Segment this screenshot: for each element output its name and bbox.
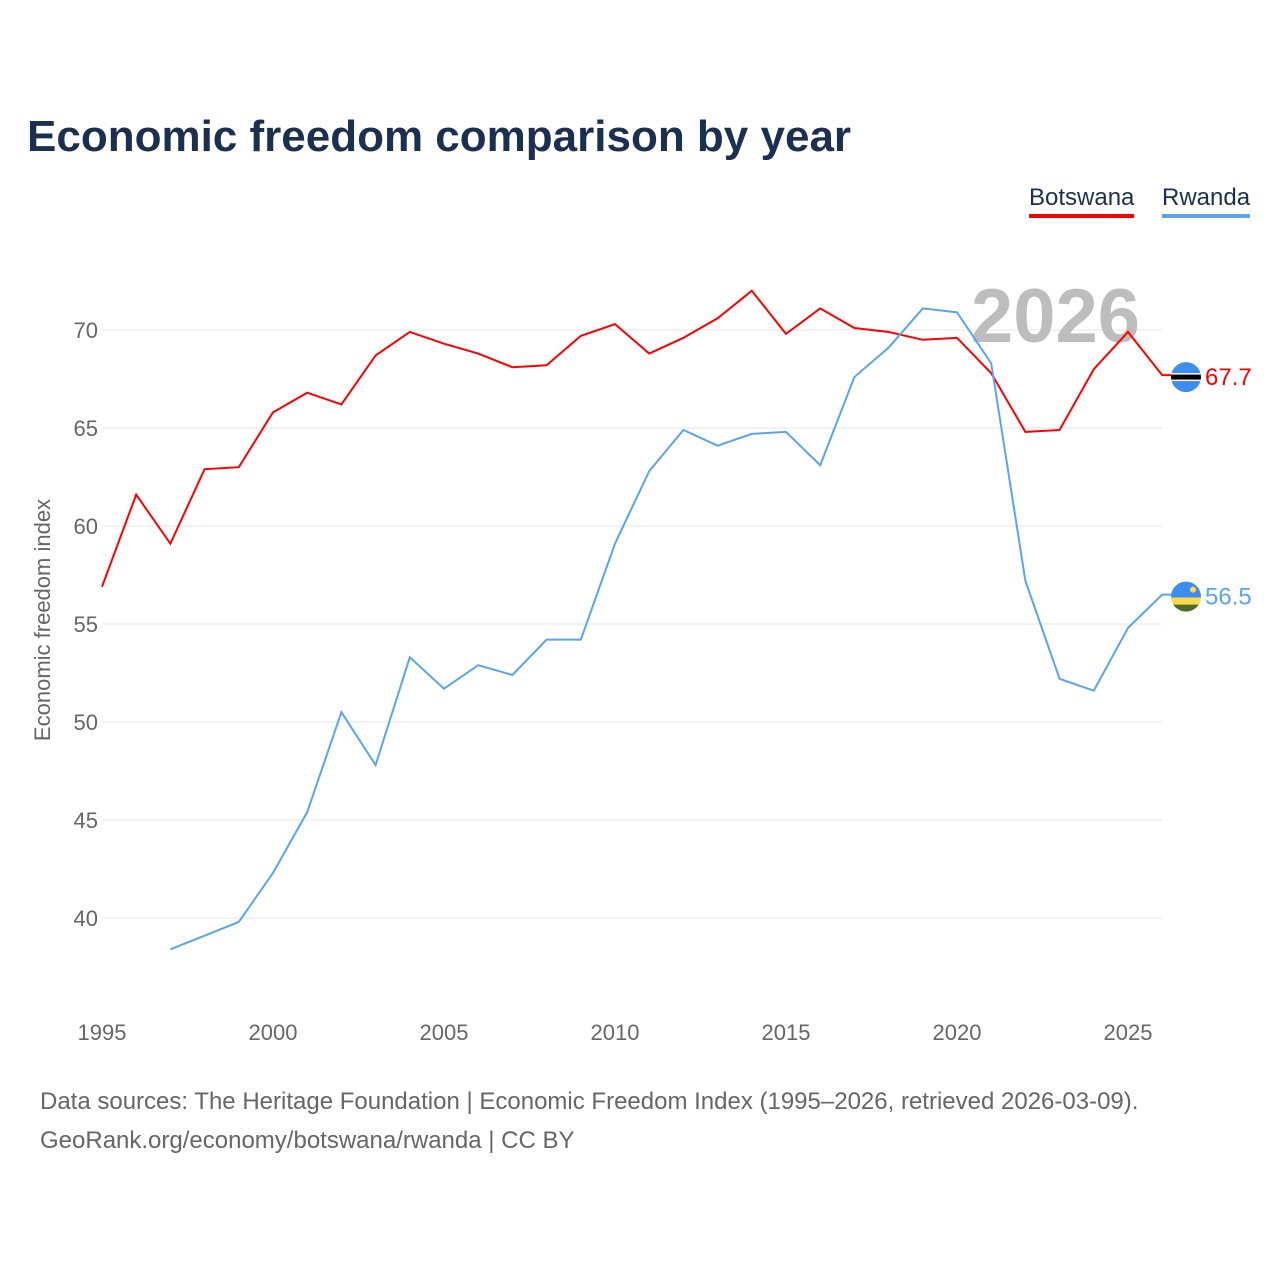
x-tick-label: 2000 — [249, 1020, 298, 1045]
chart-title: Economic freedom comparison by year — [27, 112, 852, 161]
x-tick-label: 2015 — [762, 1020, 811, 1045]
x-tick-label: 2020 — [933, 1020, 982, 1045]
end-label-rwanda: 56.5 — [1205, 584, 1252, 611]
x-tick-label: 2010 — [591, 1020, 640, 1045]
legend-botswana[interactable]: Botswana — [1029, 184, 1135, 218]
series-line-botswana — [101, 289, 1173, 588]
y-tick-label: 55 — [74, 612, 98, 637]
y-tick-label: 70 — [74, 318, 98, 343]
year-watermark: 2026 — [971, 274, 1140, 359]
rwanda-flag-icon — [1171, 581, 1201, 612]
y-tick-label: 40 — [74, 906, 98, 931]
botswana-flag-icon — [1171, 362, 1201, 393]
y-tick-label: 45 — [74, 808, 98, 833]
y-tick-label: 60 — [74, 514, 98, 539]
footer-attribution: GeoRank.org/economy/botswana/rwanda | CC… — [40, 1127, 575, 1154]
legend-rwanda[interactable]: Rwanda — [1162, 184, 1251, 218]
end-label-botswana: 67.7 — [1205, 364, 1252, 391]
footer-sources: Data sources: The Heritage Foundation | … — [40, 1088, 1139, 1115]
x-tick-label: 2025 — [1104, 1020, 1153, 1045]
y-axis-label: Economic freedom index — [30, 499, 55, 741]
y-tick-label: 50 — [74, 710, 98, 735]
x-tick-label: 1995 — [78, 1020, 127, 1045]
y-tick-label: 65 — [74, 416, 98, 441]
series-line-rwanda — [170, 307, 1173, 951]
x-tick-label: 2005 — [420, 1020, 469, 1045]
